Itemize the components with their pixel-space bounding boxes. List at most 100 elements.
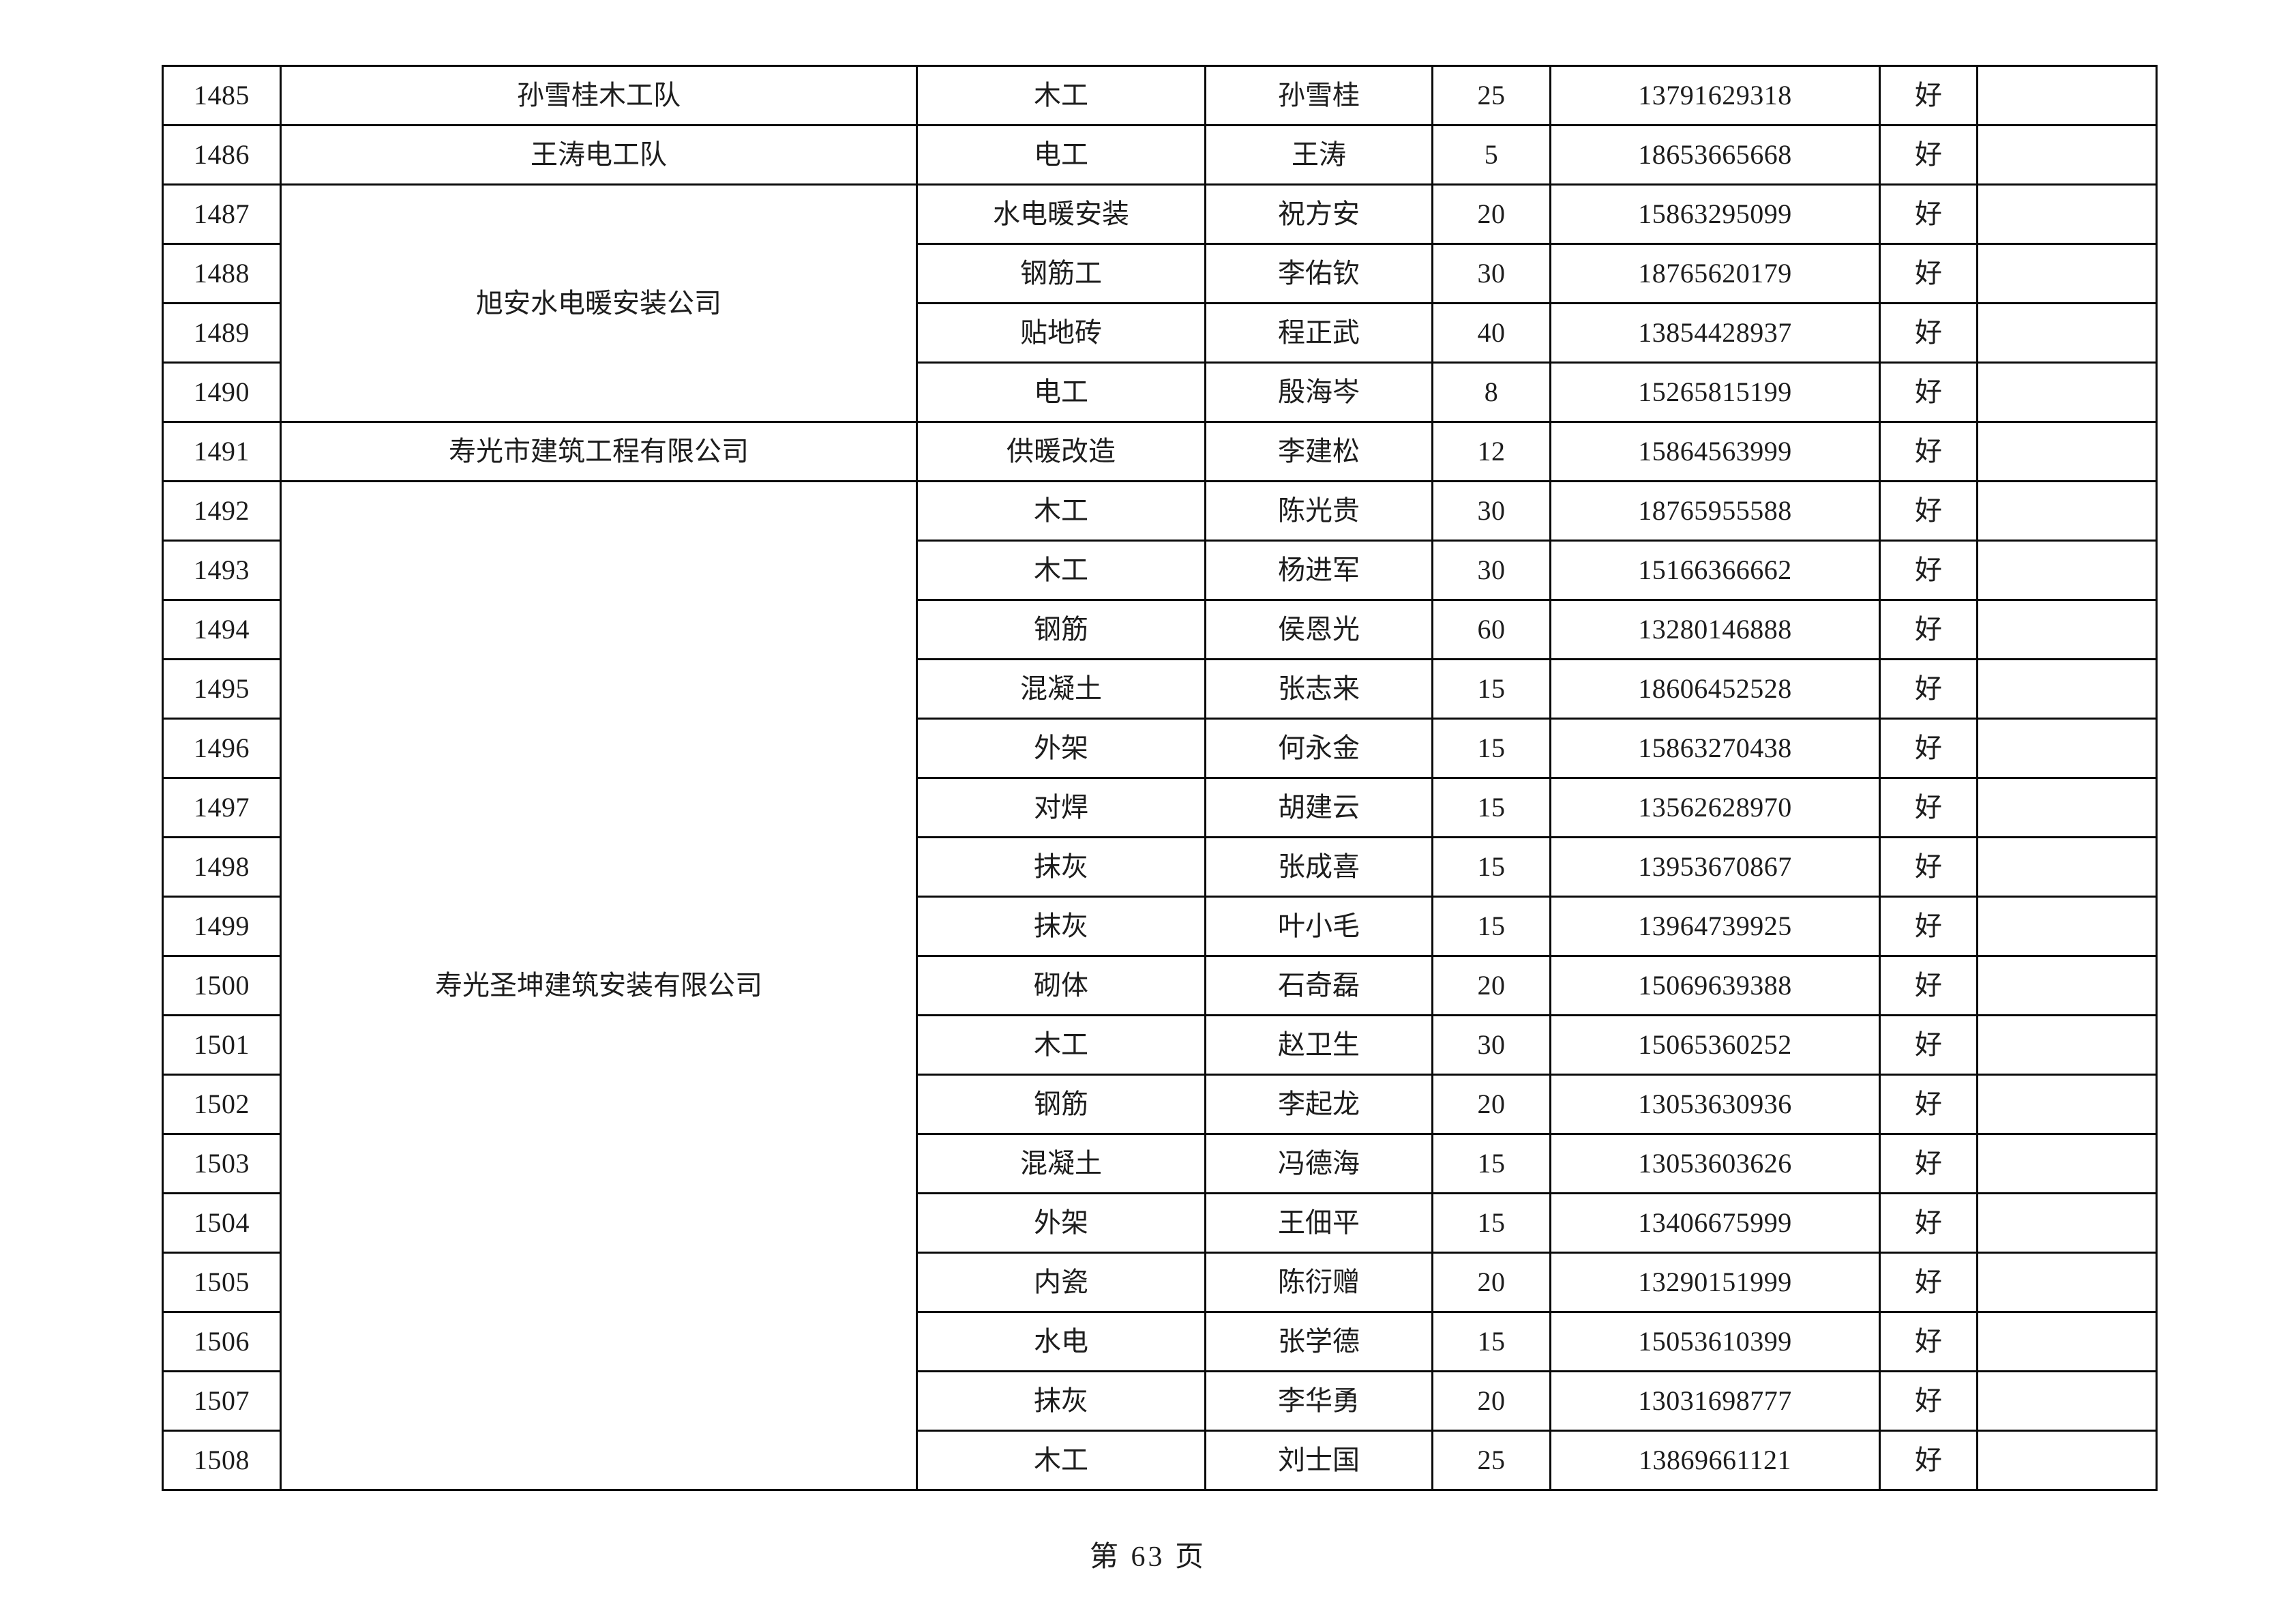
cell-remark	[1976, 65, 2158, 126]
page-footer: 第 63 页	[0, 1533, 2296, 1575]
cell-sequence-number: 1502	[162, 1074, 282, 1135]
cell-leader-name: 陈光贵	[1204, 480, 1433, 542]
cell-company-name: 寿光圣坤建筑安装有限公司	[280, 480, 918, 1491]
cell-trade-type: 抹灰	[916, 1370, 1206, 1432]
cell-trade-type: 电工	[916, 361, 1206, 423]
cell-contact-phone: 15864563999	[1549, 421, 1881, 482]
cell-trade-type: 混凝土	[916, 1133, 1206, 1194]
cell-leader-name: 侯恩光	[1204, 599, 1433, 660]
cell-company-name: 王涛电工队	[280, 124, 918, 186]
cell-leader-name: 张学德	[1204, 1311, 1433, 1372]
cell-remark	[1976, 540, 2158, 601]
cell-credit-rating: 好	[1879, 1192, 1978, 1254]
cell-remark	[1976, 1014, 2158, 1076]
table-row: 1502 钢筋 李起龙 20 13053630936 好	[162, 1074, 2158, 1135]
cell-contact-phone: 13562628970	[1549, 777, 1881, 838]
cell-sequence-number: 1503	[162, 1133, 282, 1194]
cell-trade-type: 贴地砖	[916, 302, 1206, 364]
cell-remark	[1976, 1133, 2158, 1194]
cell-credit-rating: 好	[1879, 302, 1978, 364]
cell-contact-phone: 13869661121	[1549, 1430, 1881, 1491]
cell-leader-name: 李华勇	[1204, 1370, 1433, 1432]
cell-contact-phone: 13053630936	[1549, 1074, 1881, 1135]
cell-leader-name: 孙雪桂	[1204, 65, 1433, 126]
table-row: 1504 外架 王佃平 15 13406675999 好	[162, 1192, 2158, 1254]
cell-worker-count: 15	[1431, 658, 1551, 720]
cell-sequence-number: 1491	[162, 421, 282, 482]
cell-leader-name: 王涛	[1204, 124, 1433, 186]
cell-credit-rating: 好	[1879, 243, 1978, 304]
cell-trade-type: 混凝土	[916, 658, 1206, 720]
cell-leader-name: 李起龙	[1204, 1074, 1433, 1135]
cell-worker-count: 30	[1431, 1014, 1551, 1076]
cell-trade-type: 木工	[916, 1014, 1206, 1076]
cell-company-name: 寿光市建筑工程有限公司	[280, 421, 918, 482]
cell-remark	[1976, 183, 2158, 245]
cell-leader-name: 陈衍赠	[1204, 1252, 1433, 1313]
cell-trade-type: 供暖改造	[916, 421, 1206, 482]
cell-credit-rating: 好	[1879, 421, 1978, 482]
table-row: 1505 内瓷 陈衍赠 20 13290151999 好	[162, 1252, 2158, 1313]
cell-contact-phone: 18653665668	[1549, 124, 1881, 186]
cell-worker-count: 20	[1431, 1074, 1551, 1135]
cell-sequence-number: 1508	[162, 1430, 282, 1491]
cell-credit-rating: 好	[1879, 658, 1978, 720]
cell-contact-phone: 13953670867	[1549, 836, 1881, 898]
cell-contact-phone: 13053603626	[1549, 1133, 1881, 1194]
table-row: 1497 对焊 胡建云 15 13562628970 好	[162, 777, 2158, 838]
cell-worker-count: 15	[1431, 777, 1551, 838]
cell-sequence-number: 1485	[162, 65, 282, 126]
cell-worker-count: 40	[1431, 302, 1551, 364]
cell-worker-count: 15	[1431, 1192, 1551, 1254]
table-row: 1485 孙雪桂木工队 木工 孙雪桂 25 13791629318 好	[162, 65, 2158, 126]
table-row: 1492 寿光圣坤建筑安装有限公司 木工 陈光贵 30 18765955588 好	[162, 480, 2158, 1491]
table-row: 1493 木工 杨进军 30 15166366662 好	[162, 540, 2158, 601]
cell-worker-count: 20	[1431, 183, 1551, 245]
cell-worker-count: 20	[1431, 1252, 1551, 1313]
cell-contact-phone: 15863270438	[1549, 718, 1881, 779]
cell-remark	[1976, 243, 2158, 304]
cell-sequence-number: 1495	[162, 658, 282, 720]
cell-remark	[1976, 1370, 2158, 1432]
cell-remark	[1976, 896, 2158, 957]
cell-sequence-number: 1494	[162, 599, 282, 660]
cell-leader-name: 赵卫生	[1204, 1014, 1433, 1076]
table-row: 1499 抹灰 叶小毛 15 13964739925 好	[162, 896, 2158, 957]
cell-company-name: 孙雪桂木工队	[280, 65, 918, 126]
cell-credit-rating: 好	[1879, 361, 1978, 423]
cell-worker-count: 15	[1431, 896, 1551, 957]
cell-contact-phone: 13964739925	[1549, 896, 1881, 957]
cell-sequence-number: 1498	[162, 836, 282, 898]
cell-contact-phone: 15863295099	[1549, 183, 1881, 245]
cell-sequence-number: 1488	[162, 243, 282, 304]
cell-sequence-number: 1493	[162, 540, 282, 601]
table-row: 1490 电工 殷海岑 8 15265815199 好	[162, 361, 2158, 423]
cell-remark	[1976, 1192, 2158, 1254]
cell-worker-count: 30	[1431, 540, 1551, 601]
cell-leader-name: 刘士国	[1204, 1430, 1433, 1491]
cell-company-name: 旭安水电暖安装公司	[280, 183, 918, 423]
cell-contact-phone: 15166366662	[1549, 540, 1881, 601]
cell-contact-phone: 15065360252	[1549, 1014, 1881, 1076]
cell-contact-phone: 15053610399	[1549, 1311, 1881, 1372]
cell-leader-name: 祝方安	[1204, 183, 1433, 245]
table-row: 1487 旭安水电暖安装公司 水电暖安装 祝方安 20 15863295099 好	[162, 183, 2158, 423]
cell-credit-rating: 好	[1879, 65, 1978, 126]
cell-sequence-number: 1497	[162, 777, 282, 838]
cell-worker-count: 15	[1431, 1133, 1551, 1194]
cell-worker-count: 15	[1431, 1311, 1551, 1372]
cell-remark	[1976, 1430, 2158, 1491]
cell-contact-phone: 15265815199	[1549, 361, 1881, 423]
cell-contact-phone: 15069639388	[1549, 955, 1881, 1016]
cell-remark	[1976, 480, 2158, 542]
cell-remark	[1976, 361, 2158, 423]
cell-contact-phone: 13290151999	[1549, 1252, 1881, 1313]
cell-credit-rating: 好	[1879, 836, 1978, 898]
cell-sequence-number: 1505	[162, 1252, 282, 1313]
cell-sequence-number: 1500	[162, 955, 282, 1016]
cell-contact-phone: 13854428937	[1549, 302, 1881, 364]
cell-contact-phone: 13406675999	[1549, 1192, 1881, 1254]
cell-sequence-number: 1501	[162, 1014, 282, 1076]
cell-sequence-number: 1486	[162, 124, 282, 186]
